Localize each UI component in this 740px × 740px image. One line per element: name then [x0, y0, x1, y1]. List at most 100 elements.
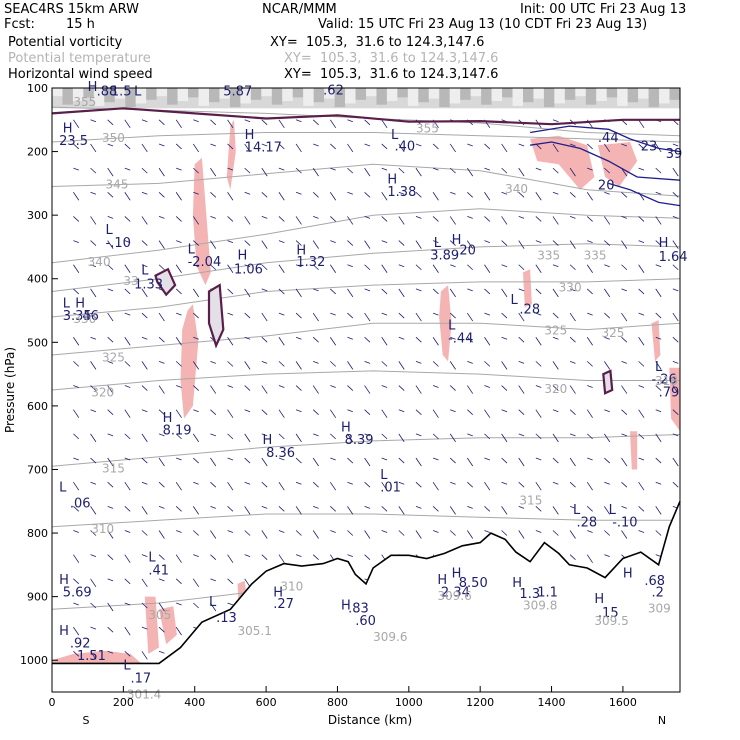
wind-vector: [261, 336, 268, 343]
wind-vector: [176, 457, 182, 461]
wind-shade-region: [144, 596, 159, 654]
wind-vector: [432, 457, 439, 461]
wind-vector: [467, 143, 473, 147]
wind-shade-region: [669, 367, 680, 432]
upper-band-cell: [407, 88, 419, 106]
wind-vector: [90, 216, 97, 225]
wind-vector: [381, 530, 388, 533]
wind-vector: [244, 457, 251, 464]
wind-vector: [364, 312, 371, 322]
upper-band-cell: [324, 88, 335, 99]
field-label: L: [63, 296, 71, 311]
wind-vector: [330, 288, 336, 295]
wind-vector: [175, 481, 182, 491]
wind-vector: [586, 506, 593, 512]
wind-vector: [655, 457, 662, 464]
wind-vector: [552, 433, 559, 443]
wind-vector: [124, 192, 131, 201]
upper-band-cell: [292, 88, 304, 98]
wind-vector: [552, 457, 559, 464]
x-tick-label: 1200: [466, 696, 494, 709]
pv-contour: [207, 283, 225, 349]
wind-vector: [124, 143, 131, 150]
theta-contour: [51, 163, 681, 197]
wind-vector: [364, 409, 371, 416]
y-tick-label: 800: [27, 527, 48, 540]
wind-vector: [638, 264, 645, 273]
upper-band-cell: [303, 88, 314, 106]
wind-vector: [432, 167, 439, 171]
upper-band-cell: [439, 88, 450, 108]
wind-vector: [312, 385, 319, 394]
wind-vector: [227, 409, 234, 418]
field-label: .62: [323, 83, 344, 98]
wind-vector: [107, 554, 114, 560]
wind-vector: [73, 337, 80, 346]
wind-vector: [586, 481, 593, 491]
upper-band-cell: [659, 88, 670, 104]
wind-vector: [432, 409, 439, 418]
theta-contour: [51, 322, 681, 356]
wind-vector: [278, 457, 285, 461]
wind-vector: [330, 240, 336, 243]
plot-frame: [51, 87, 681, 693]
wind-vector: [295, 554, 302, 558]
wind-vector: [604, 506, 611, 515]
wind-vector: [90, 409, 97, 413]
wind-vector: [484, 506, 491, 512]
wind-vector: [107, 530, 114, 539]
wind-vector: [210, 264, 217, 271]
wind-vector: [535, 337, 542, 346]
field-label: 1.06: [234, 263, 263, 278]
theta-label: 309.8: [523, 598, 557, 612]
wind-vector: [141, 457, 148, 464]
wind-vector: [295, 191, 302, 195]
wind-vector: [604, 433, 611, 443]
wind-vector: [672, 167, 679, 177]
theta-label: 340: [88, 255, 111, 269]
wind-vector: [158, 361, 165, 364]
upper-band-cell: [617, 88, 628, 106]
wind-vector: [518, 240, 525, 249]
wind-vector: [552, 167, 559, 174]
wind-vector: [278, 240, 285, 243]
wind-vector: [347, 385, 354, 391]
wind-vector: [227, 506, 234, 512]
wind-vector: [501, 506, 508, 515]
wind-vector: [449, 216, 456, 225]
upper-band-cell: [125, 88, 136, 108]
wind-vector: [415, 530, 422, 539]
wind-vector: [141, 288, 148, 298]
wind-vector: [467, 336, 474, 343]
field-label: H: [341, 420, 351, 435]
wind-vector: [261, 119, 268, 126]
wind-vector: [158, 216, 165, 219]
legend-theta-name: Potential temperature: [8, 51, 151, 66]
wind-vector: [535, 240, 542, 243]
wind-vector: [227, 361, 234, 367]
upper-band-cell: [460, 88, 471, 100]
wind-vector: [278, 192, 285, 201]
wind-vector: [467, 288, 473, 292]
field-label: 1.3: [519, 587, 540, 602]
wind-vector: [73, 554, 80, 563]
wind-vector: [330, 361, 336, 367]
wind-vector: [552, 191, 559, 195]
field-label: 8.50: [459, 576, 488, 591]
theta-label: 320: [544, 382, 567, 396]
wind-vector: [638, 361, 645, 367]
wind-vector: [107, 481, 114, 488]
wind-vector: [432, 264, 439, 273]
theta-contour: [51, 589, 267, 610]
field-label: -.26: [651, 373, 676, 388]
wind-vector: [175, 554, 182, 563]
wind-vector: [449, 167, 456, 174]
wind-vector: [484, 264, 491, 273]
y-tick-label: 900: [27, 591, 48, 604]
wind-vector: [107, 626, 114, 633]
wind-vector: [124, 554, 131, 563]
field-label: L: [209, 595, 217, 610]
field-label: .06: [70, 497, 91, 512]
wind-vector: [638, 167, 645, 171]
wind-vector: [501, 264, 508, 268]
